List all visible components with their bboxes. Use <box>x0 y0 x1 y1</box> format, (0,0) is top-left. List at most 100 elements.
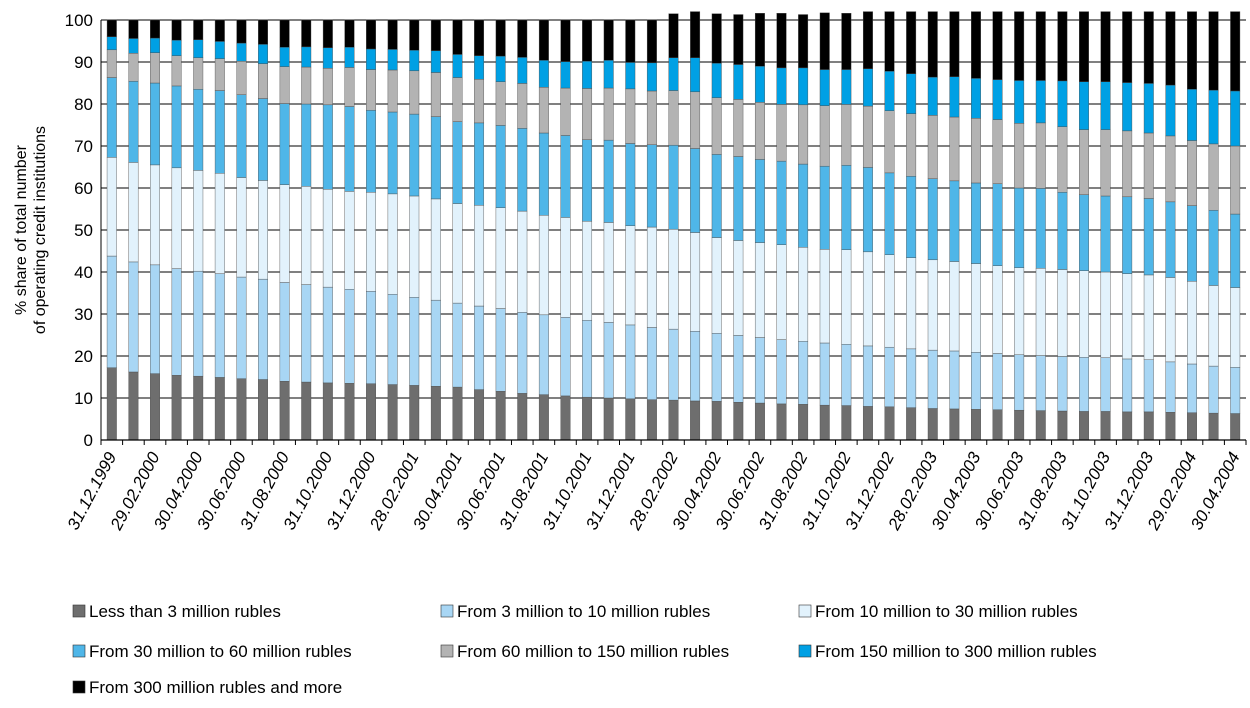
bar-segment <box>344 191 355 290</box>
bar-segment <box>1143 83 1154 134</box>
y-axis-title: % share of total number of operating cred… <box>13 126 49 334</box>
bar-segment <box>906 176 917 258</box>
bar-segment <box>798 163 809 248</box>
bar-segment <box>1187 89 1197 141</box>
bar-segment <box>344 67 355 107</box>
bar-segment <box>949 408 960 441</box>
legend: Less than 3 million rubles From 3 million… <box>72 602 1097 697</box>
bar-segment <box>927 259 938 351</box>
bar-segment <box>603 60 614 89</box>
bar-segment <box>992 353 1003 410</box>
bar-segment <box>1079 81 1089 130</box>
bar-segment <box>106 367 117 441</box>
bar-segment <box>150 164 160 266</box>
bar-segment <box>193 39 204 59</box>
legend-swatch <box>72 604 86 618</box>
bar-segment <box>236 177 247 278</box>
bar-segment <box>690 331 701 402</box>
bar-segment <box>1208 11 1219 91</box>
bar-segment <box>690 232 701 332</box>
bar-segment <box>1165 201 1176 278</box>
bar-segment <box>625 398 636 441</box>
bar-segment <box>906 113 917 177</box>
bar-segment <box>344 383 355 441</box>
bar-segment <box>690 11 701 59</box>
bar-segment <box>1079 357 1089 412</box>
bar-segment <box>128 261 139 373</box>
y-tick-labels: 0 10 20 30 40 50 60 70 80 90 100 <box>65 11 93 450</box>
bar-segment <box>1035 80 1046 124</box>
bar-segment <box>862 345 873 407</box>
bar-segment <box>258 63 268 99</box>
bar-segment <box>495 125 506 208</box>
bar-segment <box>452 302 463 388</box>
bar-segment <box>214 19 225 42</box>
bar-segment <box>128 162 139 263</box>
bar-segment <box>106 49 117 78</box>
bar-segment <box>474 305 485 390</box>
bar-segment <box>603 19 614 61</box>
bar-segment <box>366 110 376 193</box>
bar-segment <box>1230 11 1241 92</box>
bar-segment <box>603 222 614 323</box>
bar-segment <box>1100 411 1111 441</box>
bar-segment <box>1230 145 1241 215</box>
bar-segment <box>474 205 485 307</box>
bar-segment <box>1187 281 1197 365</box>
bar-segment <box>798 104 809 165</box>
bar-segment <box>819 12 830 70</box>
bar-segment <box>1014 187 1025 269</box>
bar-segment <box>1122 196 1133 274</box>
bar-segment <box>344 47 355 68</box>
bar-segment <box>625 324 636 400</box>
bar-segment <box>711 13 722 64</box>
bar-segment <box>560 217 571 318</box>
bar-segment <box>711 333 722 402</box>
bar-segment <box>1230 413 1241 441</box>
bar-segment <box>1143 274 1154 360</box>
bars <box>106 11 1241 441</box>
bar-segment <box>992 183 1003 266</box>
y-tick-label: 60 <box>74 179 93 198</box>
bar-segment <box>776 104 787 162</box>
bar-segment <box>992 79 1003 120</box>
bar-segment <box>128 371 139 441</box>
bar-segment <box>301 381 312 441</box>
bar-segment <box>841 13 852 70</box>
bar-segment <box>862 406 873 441</box>
bar-segment <box>1143 132 1154 199</box>
bar-segment <box>862 105 873 168</box>
bar-segment <box>1079 194 1089 271</box>
bar-segment <box>949 11 960 77</box>
bar-segment <box>1100 129 1111 197</box>
bar-segment <box>603 397 614 441</box>
bar-segment <box>279 103 290 185</box>
bar-segment <box>495 391 506 441</box>
bar-segment <box>1035 122 1046 189</box>
bar-segment <box>927 178 938 261</box>
bar-segment <box>646 226 657 328</box>
bar-segment <box>387 193 398 295</box>
bar-segment <box>884 110 895 174</box>
bar-segment <box>1165 277 1176 363</box>
bar-segment <box>798 404 809 441</box>
bar-segment <box>301 103 312 187</box>
legend-label: Less than 3 million rubles <box>89 602 281 621</box>
bar-segment <box>366 291 376 384</box>
bar-segment <box>776 160 787 245</box>
bar-segment <box>517 312 528 394</box>
bar-segment <box>171 85 182 169</box>
bar-segment <box>344 19 355 48</box>
bar-segment <box>387 49 398 71</box>
bar-segment <box>301 284 312 383</box>
bar-segment <box>452 203 463 304</box>
bar-segment <box>106 255 117 368</box>
legend-swatch <box>72 680 86 694</box>
bar-segment <box>754 13 765 67</box>
y-tick-label: 20 <box>74 347 93 366</box>
y-tick-label: 40 <box>74 263 93 282</box>
bar-segment <box>819 105 830 167</box>
bar-segment <box>409 195 420 298</box>
legend-label: From 300 million rubles and more <box>89 678 342 697</box>
bar-segment <box>798 341 809 405</box>
